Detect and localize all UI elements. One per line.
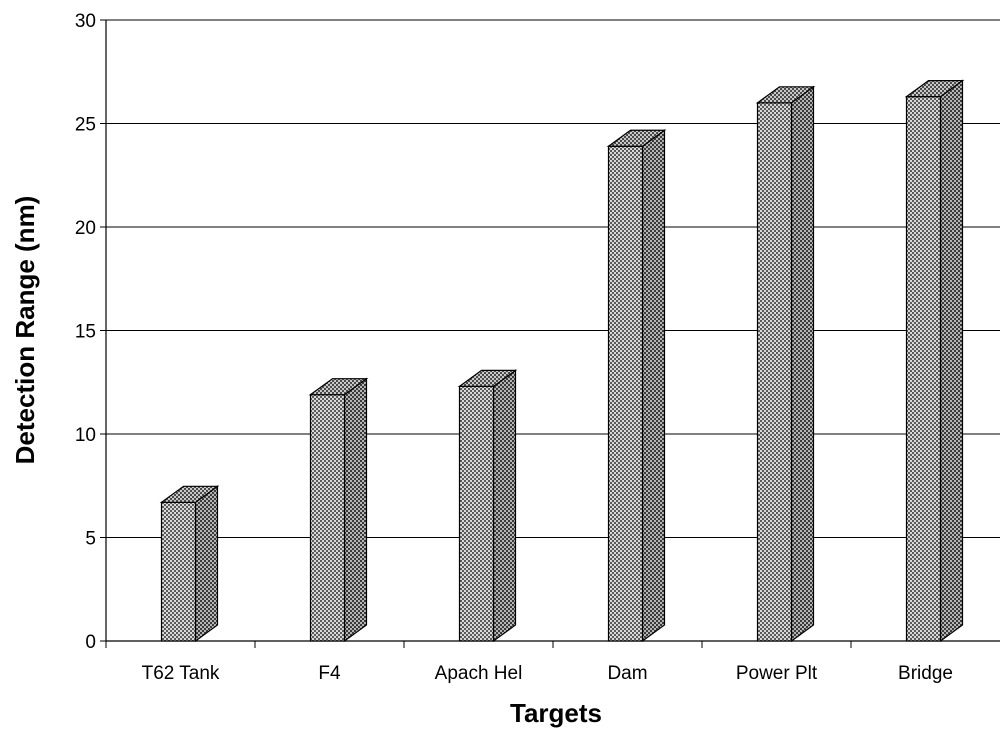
y-tick-label: 5 xyxy=(85,529,96,550)
y-tick-label: 25 xyxy=(75,115,96,136)
bar-top xyxy=(308,378,369,396)
bar-top xyxy=(606,129,667,147)
axes xyxy=(100,19,1000,648)
y-tick-label: 20 xyxy=(75,218,96,239)
bar xyxy=(159,485,220,643)
bar xyxy=(755,85,816,643)
y-axis-title: Detection Range (nm) xyxy=(10,196,40,465)
bar-top xyxy=(457,369,518,387)
x-tick-label: Dam xyxy=(607,663,647,684)
bar-side xyxy=(939,79,964,643)
x-axis-title: Targets xyxy=(510,698,602,728)
bar xyxy=(457,369,518,643)
bar-face xyxy=(160,501,197,642)
bars xyxy=(159,79,965,643)
x-tick-label: Apach Hel xyxy=(435,663,523,684)
bar-side xyxy=(790,85,815,643)
y-tick-label: 15 xyxy=(75,322,96,343)
bar-face xyxy=(756,102,793,642)
bar-face xyxy=(309,394,346,642)
gridlines xyxy=(106,19,1000,538)
bar-face xyxy=(607,145,644,642)
y-tick-label: 0 xyxy=(85,632,96,653)
bar xyxy=(308,377,369,643)
bar-side xyxy=(194,485,219,643)
bar-top xyxy=(159,485,220,503)
bar-face xyxy=(905,95,942,642)
x-tick-label: F4 xyxy=(318,663,341,684)
bar-side xyxy=(492,369,517,643)
bar-top xyxy=(904,79,965,98)
bar-top xyxy=(755,86,816,104)
x-tick-label: Bridge xyxy=(898,663,953,684)
bar xyxy=(904,79,965,643)
bar-face xyxy=(458,385,495,642)
tick-labels: 0 5 10 15 20 25 30 T62 Tank F4 Apach Hel Dam Power … xyxy=(75,11,953,684)
x-tick-label: Power Plt xyxy=(736,663,818,684)
bar-side xyxy=(641,129,666,643)
y-tick-label: 10 xyxy=(75,425,96,446)
x-tick-label: T62 Tank xyxy=(142,663,220,684)
bar-side xyxy=(343,377,368,643)
y-tick-label: 30 xyxy=(75,11,96,32)
bar xyxy=(606,129,667,643)
